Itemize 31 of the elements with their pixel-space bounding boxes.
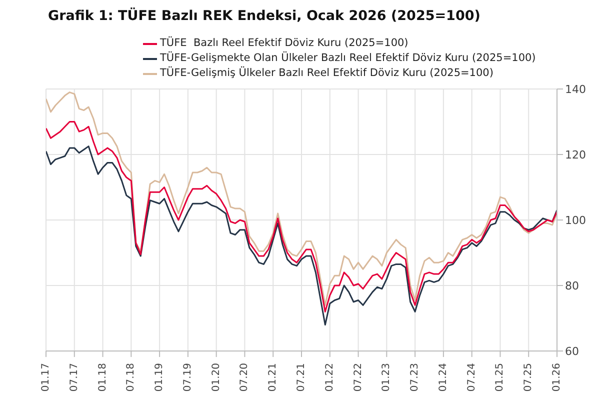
x-tick-label: 01.25 (494, 363, 506, 392)
x-tick-label: 07.22 (352, 363, 364, 392)
line-series (46, 121, 557, 312)
x-tick-label: 07.25 (523, 363, 534, 392)
y-tick-label: 80 (565, 279, 579, 292)
y-tick-label: 60 (565, 344, 579, 358)
x-tick-label: 01.19 (154, 363, 166, 392)
x-tick-label: 01.20 (210, 363, 222, 392)
x-tick-label: 07.18 (126, 363, 137, 392)
x-tick-label: 07.20 (239, 363, 250, 392)
x-tick-label: 01.21 (268, 363, 279, 392)
y-tick-label: 120 (565, 148, 586, 162)
x-tick-label: 01.24 (438, 363, 449, 392)
x-tick-label: 07.23 (410, 363, 421, 392)
x-tick-label: 07.17 (68, 363, 80, 392)
x-tick-label: 01.17 (40, 363, 52, 392)
x-tick-label: 07.24 (466, 363, 478, 392)
legend-label: TÜFE Bazlı Reel Efektif Döviz Kuru (2025=100) (160, 36, 408, 51)
legend-label: TÜFE-Gelişmekte Olan Ülkeler Bazlı Reel Efektif Döviz Kuru (2025=100) (160, 51, 536, 66)
x-tick-label: 01.23 (381, 363, 392, 392)
x-tick-label: 07.21 (296, 363, 307, 392)
legend-label: TÜFE-Gelişmiş Ülkeler Bazlı Reel Efektif Döviz Kuru (2025=100) (160, 66, 494, 81)
y-tick-label: 100 (565, 214, 586, 227)
x-tick-label: 01.22 (324, 363, 336, 392)
x-tick-label: 07.19 (182, 363, 194, 392)
x-tick-label: 01.18 (97, 363, 108, 392)
chart-title: Grafik 1: TÜFE Bazlı REK Endeksi, Ocak 2026 (2025=100) (48, 8, 482, 24)
line-series (46, 146, 557, 326)
line-series (46, 92, 557, 306)
y-tick-label: 140 (565, 82, 586, 96)
x-tick-label: 01.26 (552, 363, 562, 392)
